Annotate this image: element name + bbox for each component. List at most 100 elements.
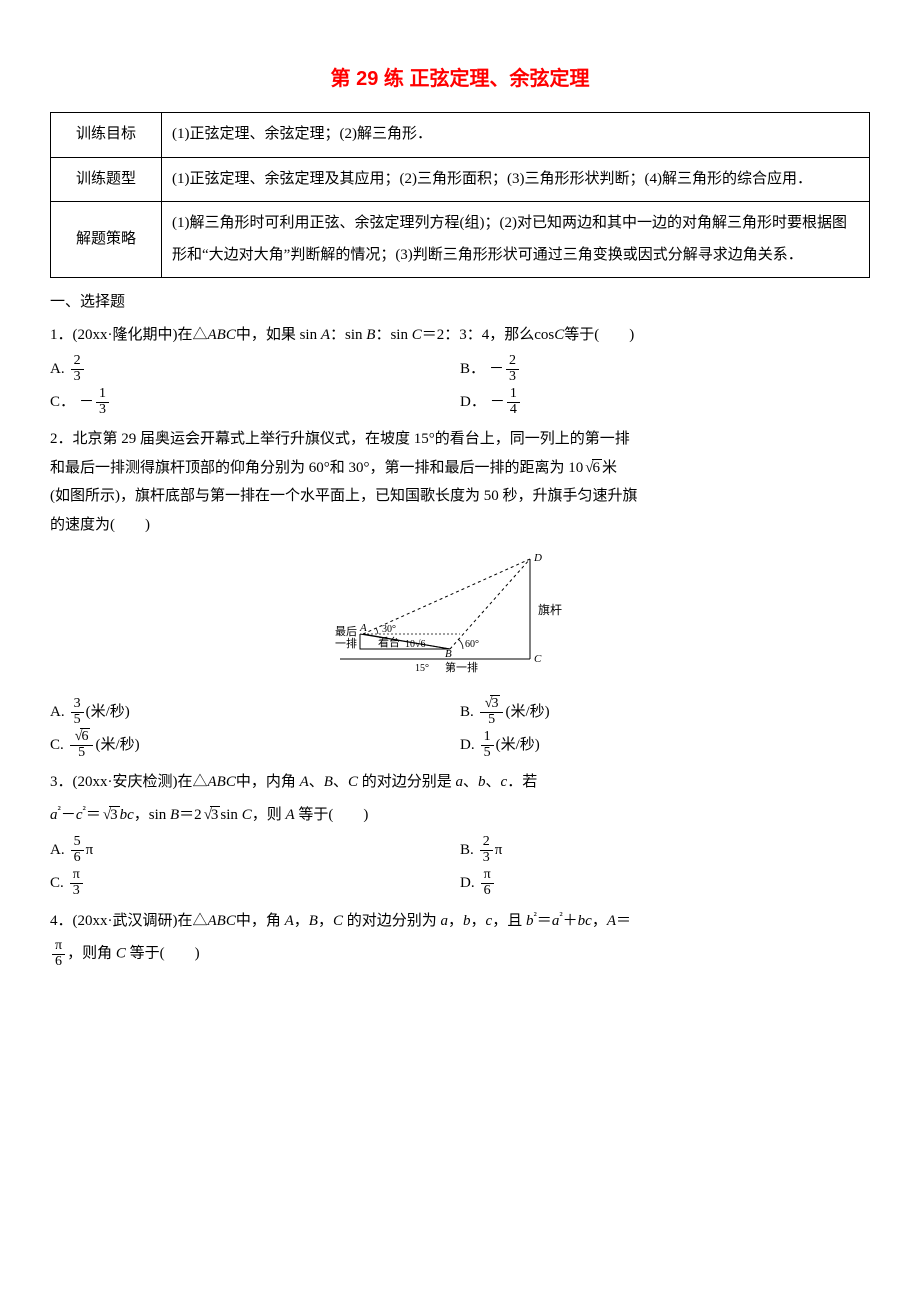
eq: sin bbox=[220, 807, 241, 823]
q3-text: 中，内角 bbox=[236, 774, 300, 790]
q3-opt-B: B. 23π bbox=[460, 834, 870, 867]
fraction: 56 bbox=[71, 835, 84, 865]
q2-text: 米 bbox=[602, 460, 617, 476]
meta-label: 训练目标 bbox=[51, 113, 162, 158]
q2-opt-C: C. 65 (米/秒) bbox=[50, 729, 460, 762]
q1-text: ：sin bbox=[375, 327, 411, 343]
eq: C bbox=[242, 807, 252, 823]
fraction: 13 bbox=[96, 387, 109, 417]
fig-label-last: 最后 bbox=[335, 625, 357, 638]
opt-tag: B. bbox=[460, 696, 474, 729]
opt-tag: B． bbox=[460, 353, 485, 386]
fig-D: D bbox=[533, 552, 542, 564]
eq: ，sin bbox=[134, 807, 170, 823]
q3-opt-A: A. 56π bbox=[50, 834, 460, 867]
opt-tag: D． bbox=[460, 386, 486, 419]
eq: ＝ bbox=[86, 807, 101, 823]
opt-tag: A. bbox=[50, 353, 65, 386]
q1-options: A. 23 B． － 23 C． － 13 D． － 14 bbox=[50, 353, 870, 419]
q1-text: 等于( ) bbox=[564, 327, 634, 343]
q2-line1: 2．北京第 29 届奥运会开幕式上举行升旗仪式，在坡度 15°的看台上，同一列上… bbox=[50, 425, 870, 454]
question-3-eq: a²－c²＝3bc，sin B＝23sin C，则 A 等于( ) bbox=[50, 800, 870, 830]
q3-opt-D: D. π6 bbox=[460, 867, 870, 900]
eq: 等于( ) bbox=[295, 807, 369, 823]
eq: ＝2 bbox=[179, 807, 202, 823]
eq: bc bbox=[578, 913, 592, 929]
q1-opt-D: D． － 14 bbox=[460, 386, 870, 419]
fig-label-stand: 看台 bbox=[378, 635, 400, 649]
fraction: 23 bbox=[71, 354, 84, 384]
q2-line3: (如图所示)，旗杆底部与第一排在一个水平面上，已知国歌长度为 50 秒，升旗手匀… bbox=[50, 482, 870, 511]
sqrt: 6 bbox=[583, 454, 602, 483]
q1-opt-C: C． － 13 bbox=[50, 386, 460, 419]
q1-text: ＝2：3：4，那么cos bbox=[422, 327, 555, 343]
q2-line4: 的速度为( ) bbox=[50, 511, 870, 540]
q4-C: C bbox=[333, 913, 343, 929]
q2-opt-A: A. 35 (米/秒) bbox=[50, 696, 460, 729]
opt-tag: A. bbox=[50, 696, 65, 729]
eq: － bbox=[61, 807, 76, 823]
fraction: π3 bbox=[70, 868, 83, 898]
fraction: π6 bbox=[481, 868, 494, 898]
q4-text: 的对边分别为 bbox=[343, 913, 441, 929]
eq: ，则 bbox=[252, 807, 286, 823]
section-heading: 一、选择题 bbox=[50, 288, 870, 317]
q4-a: a bbox=[441, 913, 449, 929]
neg: － bbox=[79, 386, 94, 419]
q4-text: ， bbox=[471, 913, 486, 929]
pi: π bbox=[86, 834, 94, 867]
eq: A bbox=[285, 807, 294, 823]
q4-text: ，则角 bbox=[67, 946, 116, 962]
sqrt: 3 bbox=[202, 801, 221, 830]
fraction: 65 bbox=[70, 730, 94, 760]
fig-angle60: 60° bbox=[465, 639, 479, 650]
q1-opt-B: B． － 23 bbox=[460, 353, 870, 386]
question-3: 3．(20xx·安庆检测)在△ABC中，内角 A、B、C 的对边分别是 a、b、… bbox=[50, 768, 870, 797]
neg: － bbox=[490, 386, 505, 419]
eq: ＝ bbox=[537, 913, 552, 929]
q3-text: 3．(20xx·安庆检测)在△ bbox=[50, 774, 208, 790]
fraction: 23 bbox=[506, 354, 519, 384]
eq: c bbox=[76, 807, 83, 823]
unit: (米/秒) bbox=[505, 696, 549, 729]
opt-tag: B. bbox=[460, 834, 474, 867]
meta-label: 解题策略 bbox=[51, 202, 162, 278]
question-4: 4．(20xx·武汉调研)在△ABC中，角 A，B，C 的对边分别为 a，b，c… bbox=[50, 906, 870, 936]
opt-tag: C. bbox=[50, 729, 64, 762]
q4-text: 等于( ) bbox=[126, 946, 200, 962]
q3-text: 的对边分别是 bbox=[358, 774, 456, 790]
q4-tri: ABC bbox=[208, 913, 236, 929]
eq: ＋ bbox=[563, 913, 578, 929]
q3-opt-C: C. π3 bbox=[50, 867, 460, 900]
fraction: 35 bbox=[71, 697, 84, 727]
neg: － bbox=[489, 353, 504, 386]
fig-C: C bbox=[534, 653, 542, 665]
q3-tri: ABC bbox=[208, 774, 236, 790]
fig-angle15: 15° bbox=[415, 663, 429, 674]
unit: (米/秒) bbox=[496, 729, 540, 762]
fig-len: 10√6 bbox=[405, 639, 426, 650]
q3-A: A bbox=[300, 774, 309, 790]
q4-text: ， bbox=[294, 913, 309, 929]
q4-text: ， bbox=[592, 913, 607, 929]
q4-B: B bbox=[309, 913, 318, 929]
meta-label: 训练题型 bbox=[51, 157, 162, 202]
q3-text: ．若 bbox=[507, 774, 537, 790]
opt-tag: D. bbox=[460, 729, 475, 762]
q1-text: 1．(20xx·隆化期中)在△ bbox=[50, 327, 208, 343]
eq: bc bbox=[120, 807, 134, 823]
q4-C2: C bbox=[116, 946, 126, 962]
eq: A bbox=[607, 913, 616, 929]
q2-opt-B: B. 35 (米/秒) bbox=[460, 696, 870, 729]
eq: ＝ bbox=[616, 913, 631, 929]
q4-text: ，且 bbox=[492, 913, 526, 929]
q1-tri: ABC bbox=[208, 327, 236, 343]
q2-figure: 最后 一排 看台 第一排 旗杆 30° 60° 15° 10√6 A B C D bbox=[50, 549, 870, 690]
q4-text: 中，角 bbox=[236, 913, 285, 929]
page-title: 第 29 练 正弦定理、余弦定理 bbox=[50, 60, 870, 98]
q2-options: A. 35 (米/秒) B. 35 (米/秒) C. 65 (米/秒) D. 1… bbox=[50, 696, 870, 762]
table-row: 训练目标 (1)正弦定理、余弦定理；(2)解三角形． bbox=[51, 113, 870, 158]
fig-B: B bbox=[445, 648, 452, 660]
q3-a: a bbox=[456, 774, 464, 790]
meta-content: (1)解三角形时可利用正弦、余弦定理列方程(组)；(2)对已知两边和其中一边的对… bbox=[162, 202, 870, 278]
